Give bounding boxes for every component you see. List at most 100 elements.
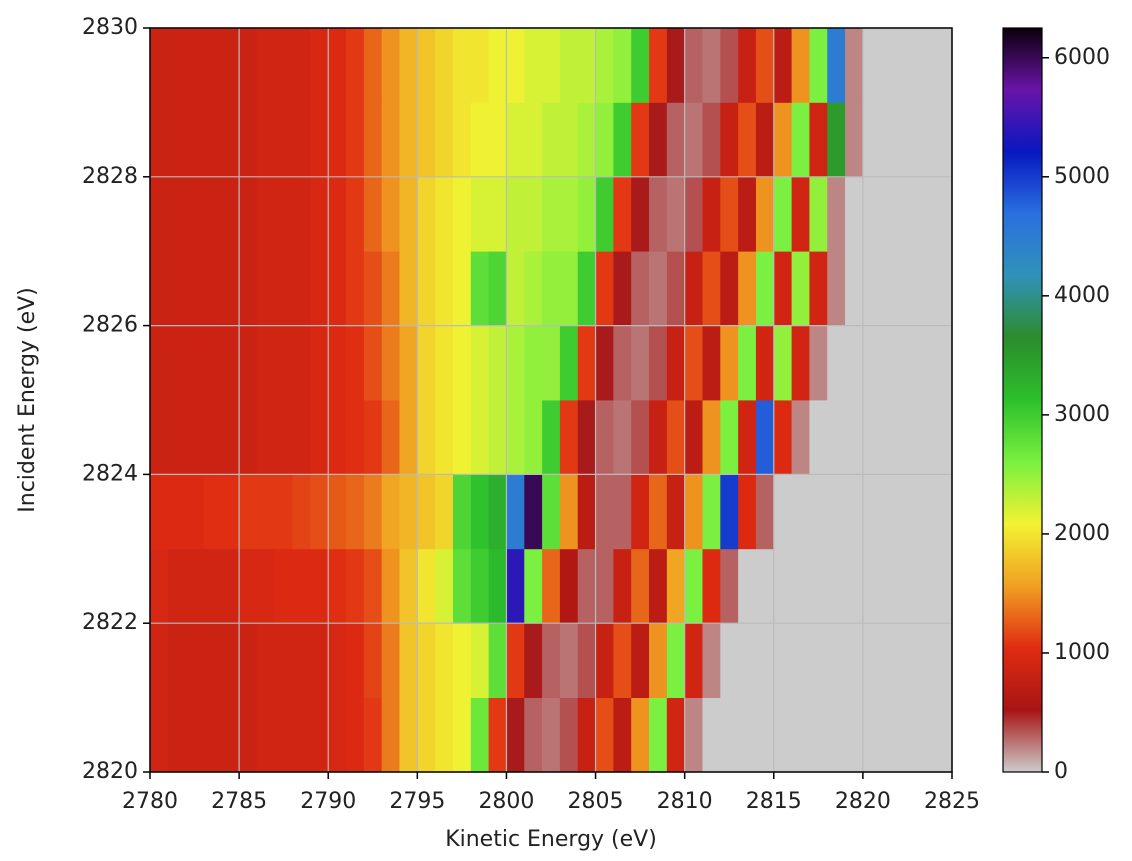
heatmap-cell xyxy=(328,548,347,624)
heatmap-cell xyxy=(470,325,490,401)
heatmap-cell xyxy=(595,102,614,178)
heatmap-cell xyxy=(256,251,276,326)
heatmap-cell xyxy=(577,548,596,624)
y-tick-label: 2822 xyxy=(82,610,138,635)
heatmap-cell xyxy=(167,400,187,475)
heatmap-cell xyxy=(720,474,739,550)
heatmap-cell xyxy=(221,102,240,178)
heatmap-cell xyxy=(791,474,810,550)
heatmap-cell xyxy=(845,548,864,624)
heatmap-cell xyxy=(167,28,187,103)
heatmap-cell xyxy=(203,623,222,698)
heatmap-cell xyxy=(791,251,810,326)
heatmap-cell xyxy=(399,474,418,550)
heatmap-cell xyxy=(470,176,490,252)
x-tick-label: 2815 xyxy=(746,789,802,814)
heatmap-cell xyxy=(346,697,365,773)
heatmap-cell xyxy=(916,548,935,624)
heatmap-cell xyxy=(880,176,899,252)
heatmap-cell xyxy=(221,474,240,550)
heatmap-cell xyxy=(880,325,899,401)
heatmap-cell xyxy=(684,251,703,326)
heatmap-cell xyxy=(221,623,240,698)
heatmap-cell xyxy=(631,28,650,103)
heatmap-cell xyxy=(381,325,400,401)
heatmap-cell xyxy=(720,548,739,624)
x-tick-label: 2780 xyxy=(122,789,178,814)
heatmap-cell xyxy=(720,697,739,773)
heatmap-cell xyxy=(542,251,561,326)
heatmap-cell xyxy=(827,474,846,550)
heatmap-cell xyxy=(631,325,650,401)
heatmap-cell xyxy=(239,623,258,698)
heatmap-cell xyxy=(702,176,721,252)
heatmap-cell xyxy=(185,251,204,326)
heatmap-cell xyxy=(791,697,810,773)
heatmap-cell xyxy=(827,697,846,773)
heatmap-cell xyxy=(328,176,347,252)
heatmap-cell xyxy=(898,176,917,252)
heatmap-cell xyxy=(150,623,169,698)
plot-frame xyxy=(149,27,953,773)
heatmap-cell xyxy=(809,251,828,326)
heatmap-cell xyxy=(702,400,721,475)
heatmap-cell xyxy=(452,102,472,178)
heatmap-cell xyxy=(773,325,792,401)
heatmap-cell xyxy=(916,623,935,698)
heatmap-cell xyxy=(542,623,561,698)
heatmap-cell xyxy=(310,400,329,475)
heatmap-cell xyxy=(720,28,739,103)
heatmap-cell xyxy=(435,623,454,698)
heatmap-cell xyxy=(577,474,596,550)
heatmap-cell xyxy=(221,176,240,252)
heatmap-cell xyxy=(577,623,596,698)
heatmap-cell xyxy=(256,548,276,624)
heatmap-cell xyxy=(363,176,383,252)
colorbar-tick-label: 0 xyxy=(1054,759,1068,784)
heatmap-cell xyxy=(613,325,632,401)
heatmap-cell xyxy=(649,400,668,475)
heatmap-cell xyxy=(880,697,899,773)
heatmap-cell xyxy=(898,28,917,103)
heatmap-cell xyxy=(452,548,472,624)
heatmap-cell xyxy=(363,28,383,103)
heatmap-cell xyxy=(862,251,882,326)
heatmap-cell xyxy=(274,28,293,103)
x-tick-label: 2800 xyxy=(478,789,534,814)
heatmap-cell xyxy=(239,400,258,475)
heatmap-cell xyxy=(738,251,757,326)
heatmap-cell xyxy=(470,623,490,698)
heatmap-cell xyxy=(720,251,739,326)
heatmap-cell xyxy=(221,697,240,773)
heatmap-cell xyxy=(256,697,276,773)
heatmap-cell xyxy=(506,623,525,698)
heatmap-cell xyxy=(470,474,490,550)
heatmap-cell xyxy=(862,400,882,475)
heatmap-cell xyxy=(773,176,792,252)
heatmap-cell xyxy=(435,697,454,773)
heatmap-cell xyxy=(649,176,668,252)
heatmap-cell xyxy=(684,102,703,178)
heatmap-cell xyxy=(898,548,917,624)
colorbar-tick-label: 4000 xyxy=(1054,283,1110,308)
heatmap-cell xyxy=(559,28,579,103)
heatmap-cell xyxy=(328,623,347,698)
heatmap-cell xyxy=(684,325,703,401)
heatmap-cell xyxy=(256,28,276,103)
heatmap-cell xyxy=(435,176,454,252)
heatmap-cell xyxy=(666,325,686,401)
heatmap-cell xyxy=(310,28,329,103)
heatmap-cell xyxy=(631,697,650,773)
heatmap-cell xyxy=(399,623,418,698)
heatmap-cell xyxy=(827,102,846,178)
heatmap-cell xyxy=(559,176,579,252)
heatmap-cell xyxy=(524,474,543,550)
heatmap-cell xyxy=(470,28,490,103)
heatmap-cell xyxy=(363,623,383,698)
heatmap-cell xyxy=(399,28,418,103)
heatmap-cell xyxy=(328,474,347,550)
heatmap-cell xyxy=(934,400,953,475)
heatmap-cell xyxy=(773,28,792,103)
heatmap-cell xyxy=(452,474,472,550)
heatmap-cell xyxy=(773,474,792,550)
